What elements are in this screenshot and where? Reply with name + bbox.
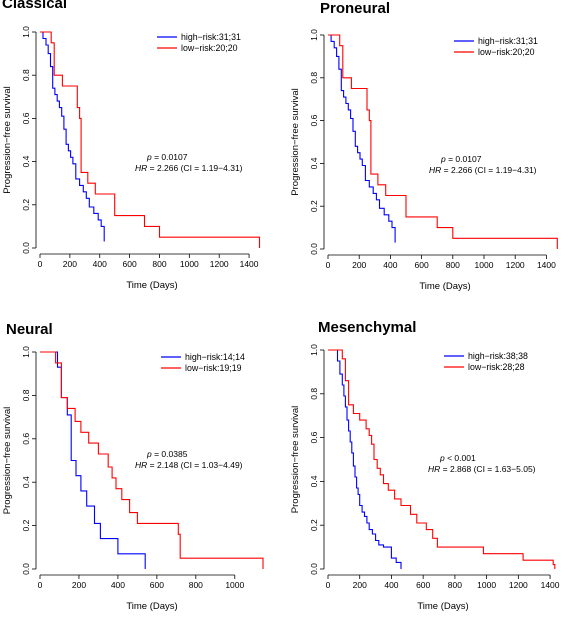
x-tick-label: 800 [152,259,166,269]
y-tick-label: 0.8 [21,389,31,401]
legend-label: low−risk:20;20 [478,47,535,57]
x-tick-label: 400 [93,259,107,269]
x-tick-label: 200 [352,260,366,270]
x-tick-label: 200 [63,259,77,269]
y-tick-label: 0.0 [21,242,31,254]
legend-label: low−risk:20;20 [181,43,238,53]
chart-title: Mesenchymal [318,319,417,336]
x-tick-label: 0 [326,580,331,590]
x-tick-label: 200 [72,580,86,590]
y-tick-label: 0.4 [21,155,31,167]
y-tick-label: 0.6 [309,114,319,126]
low-risk-curve [328,34,558,249]
x-tick-label: 1400 [541,580,560,590]
x-tick-label: 600 [150,580,164,590]
x-tick-label: 1000 [225,580,244,590]
y-tick-label: 1.0 [309,29,319,41]
x-tick-label: 800 [448,580,462,590]
y-tick-label: 0.4 [309,475,319,487]
chart-title: Neural [6,321,53,338]
chart-title: Classical [2,0,68,12]
high-risk-curve [328,349,402,569]
x-tick-label: 0 [38,259,43,269]
x-tick-label: 1000 [477,580,496,590]
survival-chart-proneural: 0.0 0.2 0.4 0.6 0.8 1.0 0 200 400 600 800 1000 1200 1… [290,29,558,292]
x-tick-label: 0 [38,580,43,590]
y-tick-label: 0.6 [21,433,31,445]
x-tick-label: 600 [416,580,430,590]
x-tick-label: 600 [123,259,137,269]
x-tick-label: 200 [353,580,367,590]
y-tick-label: 0.0 [21,563,31,575]
x-tick-label: 600 [415,260,429,270]
high-risk-curve [40,31,105,242]
y-tick-label: 0.0 [309,243,319,255]
x-tick-label: 1200 [506,260,525,270]
x-axis-title: Time (Days) [126,601,177,612]
legend-label: low−risk:19;19 [185,363,242,373]
low-risk-curve [40,351,264,569]
x-axis-title: Time (Days) [417,601,468,612]
legend-label: high−risk:14;14 [185,352,245,362]
p-value-annotation: p < 0.001 [439,453,476,463]
y-tick-label: 0.8 [21,69,31,81]
y-tick-label: 0.6 [309,431,319,443]
p-value-annotation: p = 0.0107 [440,154,482,164]
high-risk-curve [328,34,396,243]
y-axis-title: Progression−free survival [2,407,13,514]
x-tick-label: 800 [189,580,203,590]
y-axis-title: Progression−free survival [2,86,13,193]
x-axis-title: Time (Days) [419,281,470,292]
survival-chart-mesenchymal: 0.0 0.2 0.4 0.6 0.8 1.0 0 200 400 600 800 1000 1200 1… [290,344,560,612]
survival-chart-neural: 0.0 0.2 0.4 0.6 0.8 1.0 0 200 400 600 800 1000 Time … [2,346,264,612]
legend-label: high−risk:31;31 [181,32,241,42]
x-tick-label: 1400 [240,259,259,269]
y-tick-label: 0.8 [309,388,319,400]
y-tick-label: 0.2 [21,199,31,211]
legend-label: high−risk:38;38 [468,351,528,361]
high-risk-curve [40,351,146,569]
x-tick-label: 1400 [537,260,556,270]
y-tick-label: 1.0 [309,344,319,356]
low-risk-curve [40,31,261,248]
y-tick-label: 1.0 [21,346,31,358]
x-tick-label: 400 [111,580,125,590]
y-tick-label: 0.2 [309,519,319,531]
legend-label: low−risk:28;28 [468,362,525,372]
x-tick-label: 1200 [210,259,229,269]
hr-annotation: HR = 2.266 (CI = 1.19−4.31) [429,165,537,175]
x-tick-label: 400 [384,580,398,590]
y-tick-label: 0.6 [21,112,31,124]
y-tick-label: 0.8 [309,72,319,84]
p-value-annotation: p = 0.0385 [146,449,188,459]
hr-annotation: HR = 2.148 (CI = 1.03−4.49) [135,460,243,470]
x-tick-label: 400 [383,260,397,270]
survival-chart-classical: 0.0 0.2 0.4 0.6 0.8 1.0 0 200 400 600 800 1000 1200 1… [2,26,261,291]
y-tick-label: 0.0 [309,563,319,575]
legend-label: high−risk:31;31 [478,36,538,46]
hr-annotation: HR = 2.266 (CI = 1.19−4.31) [135,163,243,173]
x-axis-title: Time (Days) [126,280,177,291]
p-value-annotation: p = 0.0107 [146,152,188,162]
y-tick-label: 0.2 [309,200,319,212]
x-tick-label: 1000 [475,260,494,270]
x-tick-label: 1200 [509,580,528,590]
y-axis-title: Progression−free survival [290,88,301,195]
x-tick-label: 800 [446,260,460,270]
hr-annotation: HR = 2.868 (CI = 1.63−5.05) [428,464,536,474]
chart-panel-proneural: Proneural 0.0 0.2 0.4 0.6 0.8 1.0 0 200 400 600 80… [288,0,568,312]
chart-panel-classical: Classical 0.0 0.2 0.4 0.6 0.8 1.0 0 200 400 600 80… [0,0,284,312]
y-tick-label: 1.0 [21,26,31,38]
y-axis-title: Progression−free survival [290,406,301,513]
chart-panel-mesenchymal: Mesenchymal 0.0 0.2 0.4 0.6 0.8 1.0 0 200 400 600… [288,313,568,625]
chart-panel-neural: Neural 0.0 0.2 0.4 0.6 0.8 1.0 0 200 400 600 800 10… [0,313,284,625]
y-tick-label: 0.4 [309,157,319,169]
x-tick-label: 1000 [180,259,199,269]
low-risk-curve [328,349,556,569]
y-tick-label: 0.2 [21,519,31,531]
x-tick-label: 0 [326,260,331,270]
chart-title: Proneural [320,0,391,17]
y-tick-label: 0.4 [21,476,31,488]
